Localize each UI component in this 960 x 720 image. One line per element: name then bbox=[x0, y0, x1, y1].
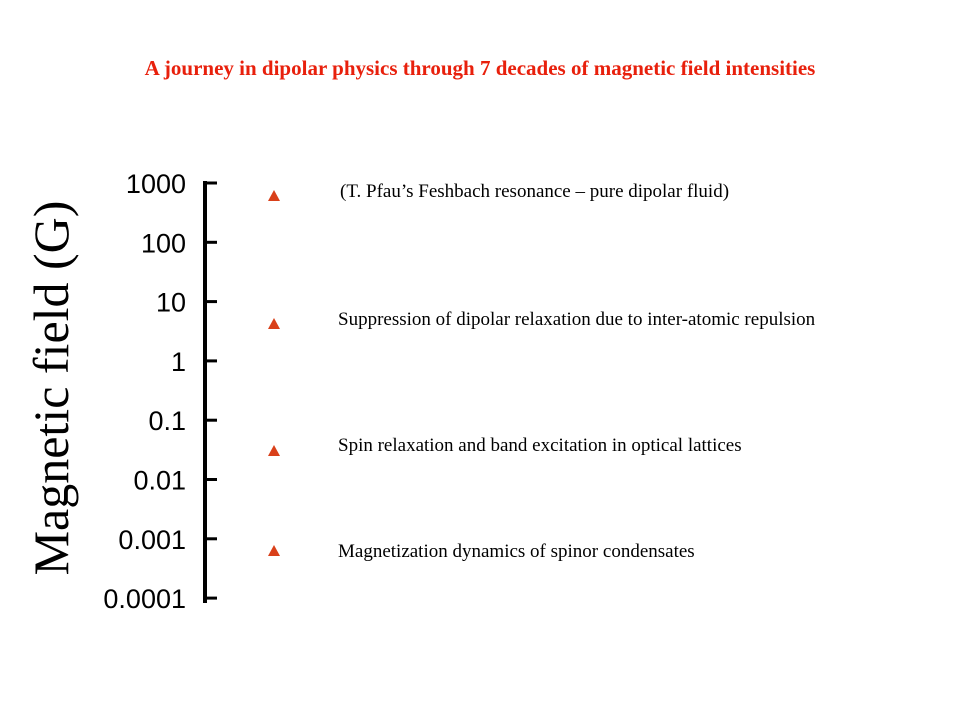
tick-label: 0.0001 bbox=[103, 584, 186, 614]
annotation-feshbach: (T. Pfau’s Feshbach resonance – pure dip… bbox=[340, 181, 730, 202]
annotation-marker-icon bbox=[268, 445, 280, 456]
axis-label: Magnetic field (G) bbox=[23, 201, 79, 576]
annotation-dipolar-suppression: Suppression of dipolar relaxation due to… bbox=[338, 309, 816, 330]
annotation-spin-relaxation: Spin relaxation and band excitation in o… bbox=[338, 435, 742, 456]
tick-label: 100 bbox=[141, 228, 186, 258]
annotation-magnetization: Magnetization dynamics of spinor condens… bbox=[338, 541, 695, 562]
tick-group: 1000 100 10 1 0.1 0.01 0.001 0.0001 bbox=[103, 169, 217, 614]
annotation-marker-icon bbox=[268, 190, 280, 201]
tick-label: 0.01 bbox=[133, 466, 186, 496]
page-title: A journey in dipolar physics through 7 d… bbox=[144, 56, 816, 80]
tick-label: 0.001 bbox=[118, 525, 186, 555]
tick-label: 0.1 bbox=[148, 406, 186, 436]
annotation-marker-icon bbox=[268, 318, 280, 329]
tick-label: 1000 bbox=[126, 169, 186, 199]
tick-label: 10 bbox=[156, 288, 186, 318]
tick-label: 1 bbox=[171, 347, 186, 377]
annotation-marker-icon bbox=[268, 545, 280, 556]
